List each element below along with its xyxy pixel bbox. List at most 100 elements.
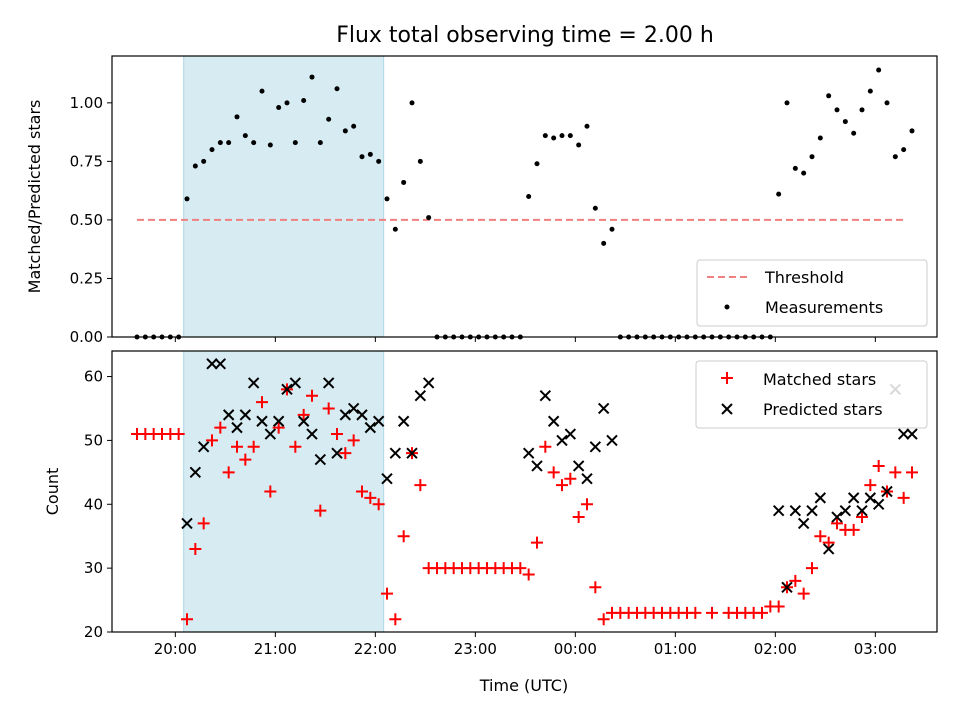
matched-star-point — [239, 453, 252, 466]
matched-star-point — [706, 606, 718, 619]
measurement-point — [242, 133, 248, 139]
count-panel-frame — [111, 350, 938, 633]
matched-star-point — [172, 428, 185, 441]
predicted-star-point — [181, 517, 193, 530]
predicted-star-point — [881, 485, 893, 498]
measurement-point — [784, 100, 790, 106]
measurement-point — [217, 140, 223, 146]
ratio-y-tick-label: 1.00 — [70, 94, 103, 112]
predicted-star-point — [822, 543, 835, 555]
predicted-star-point — [206, 358, 218, 370]
matched-star-point — [564, 472, 577, 485]
predicted-star-point — [847, 492, 860, 504]
predicted-star-point — [581, 473, 593, 485]
count-x-tick-label: 03:00 — [854, 640, 897, 658]
count-y-tick-label: 30 — [84, 559, 103, 577]
legend-measurements-swatch — [724, 304, 730, 310]
predicted-star-point — [522, 447, 535, 459]
legend-predicted-label: Predicted stars — [763, 400, 883, 419]
predicted-star-point — [322, 377, 335, 389]
matched-star-point — [314, 504, 327, 517]
ratio-panel-frame — [111, 55, 938, 338]
matched-star-point — [772, 600, 785, 613]
matched-star-point — [814, 530, 827, 543]
predicted-star-point — [372, 415, 385, 427]
measurement-point — [576, 142, 582, 148]
matched-star-point — [414, 479, 427, 492]
ratio-y-axis-label: Matched/Predicted stars — [25, 100, 44, 294]
matched-star-point — [531, 536, 543, 549]
measurement-point — [201, 158, 207, 164]
matched-star-point — [197, 517, 210, 530]
count-x-axis: 20:00 21:00 22:00 23:00 00:00 01:00 02:00 03:00 — [154, 632, 897, 658]
measurement-point — [259, 88, 265, 94]
predicted-star-point — [264, 428, 277, 440]
measurement-points — [134, 67, 915, 340]
measurement-point — [426, 215, 432, 221]
predicted-star-point — [231, 421, 243, 434]
predicted-star-point — [906, 428, 918, 440]
measurement-point — [309, 74, 315, 80]
matched-star-point — [864, 479, 877, 492]
matched-star-point — [214, 421, 227, 434]
predicted-star-point — [839, 504, 852, 517]
predicted-star-point — [214, 358, 227, 370]
measurement-point — [559, 133, 565, 139]
matched-star-point — [339, 447, 352, 460]
measurement-point — [584, 123, 590, 129]
predicted-star-point — [281, 383, 293, 396]
measurement-point — [867, 88, 873, 94]
count-x-tick-label: 01:00 — [654, 640, 697, 658]
measurement-point — [567, 133, 573, 139]
matched-star-point — [231, 440, 243, 453]
matched-star-point — [847, 523, 860, 536]
measurement-point — [234, 114, 240, 120]
measurement-point — [542, 133, 548, 139]
matched-star-point — [906, 466, 918, 479]
predicted-star-point — [597, 402, 610, 415]
matched-star-point — [297, 408, 310, 421]
predicted-star-point — [347, 402, 360, 415]
measurement-point — [317, 140, 323, 146]
predicted-star-point — [356, 409, 368, 421]
predicted-star-point — [797, 517, 810, 530]
ratio-y-tick-label: 0.50 — [70, 211, 103, 229]
predicted-star-point — [422, 377, 435, 389]
measurement-point — [859, 107, 865, 113]
count-y-tick-label: 60 — [84, 368, 103, 386]
count-x-tick-label: 00:00 — [554, 640, 597, 658]
matched-star-point — [897, 491, 910, 504]
predicted-star-point — [289, 377, 302, 389]
measurement-point — [884, 100, 890, 106]
measurement-point — [384, 196, 390, 202]
measurement-point — [834, 107, 840, 113]
matched-star-point — [539, 440, 552, 453]
predicted-star-point — [314, 453, 327, 466]
predicted-star-point — [772, 504, 785, 517]
measurement-point — [809, 154, 815, 160]
matched-star-point — [872, 459, 885, 472]
predicted-star-point — [297, 415, 310, 427]
matched-star-point — [689, 606, 702, 619]
predicted-star-point — [564, 428, 577, 440]
measurement-point — [851, 130, 857, 136]
matched-star-point — [372, 498, 385, 511]
predicted-star-point — [364, 421, 377, 434]
legend-matched-swatch — [721, 372, 733, 384]
ratio-legend-box — [696, 259, 928, 327]
count-x-tick-label: 23:00 — [454, 640, 497, 658]
measurement-point — [592, 205, 598, 211]
predicted-star-point — [247, 377, 260, 389]
chart-title: Flux total observing time = 2.00 h — [336, 23, 714, 48]
predicted-star-point — [381, 473, 393, 485]
legend-threshold-label: Threshold — [764, 268, 844, 287]
measurement-point — [359, 154, 365, 160]
predicted-star-point — [856, 504, 868, 517]
matched-star-point — [247, 440, 260, 453]
matched-star-point — [272, 421, 285, 434]
measurement-point — [284, 100, 290, 106]
predicted-star-point — [781, 581, 793, 594]
predicted-stars-points — [181, 358, 918, 594]
matched-star-point — [756, 606, 768, 619]
